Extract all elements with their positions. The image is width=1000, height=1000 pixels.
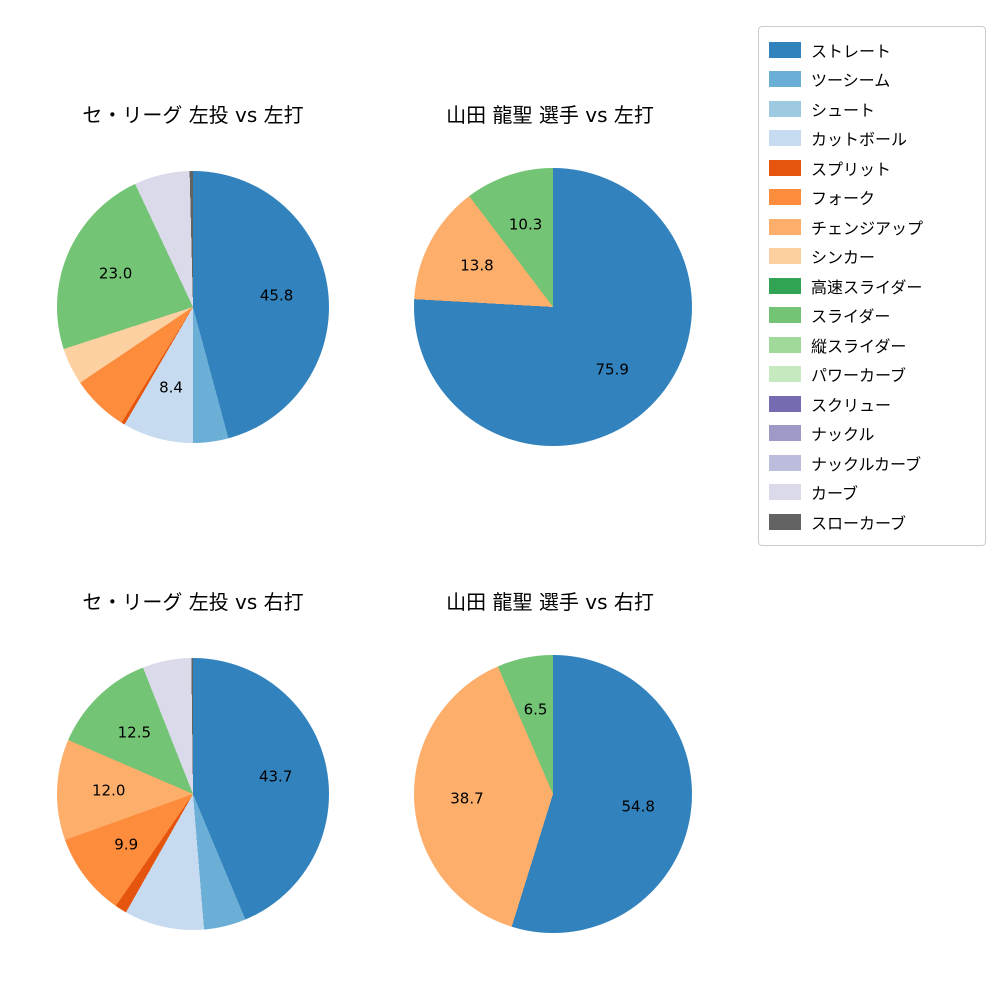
pie-value-label: 23.0: [98, 264, 133, 282]
pie-value-label: 9.9: [114, 835, 139, 854]
legend-item: ナックル: [769, 419, 975, 449]
pie-player-vs-rhb: 54.8 38.7 6.5: [414, 655, 692, 933]
legend-item-label: フォーク: [811, 189, 876, 209]
legend-swatch-icon: [769, 395, 801, 412]
legend-swatch-icon: [769, 41, 801, 58]
legend-item-label: ストレート: [811, 41, 892, 61]
legend-item: ツーシーム: [769, 65, 975, 95]
legend-swatch-icon: [769, 277, 801, 294]
legend-item-label: カーブ: [811, 484, 859, 504]
legend-item-label: スクリュー: [811, 395, 892, 415]
legend-swatch-icon: [769, 366, 801, 383]
pie-league-lhp-vs-rhb: 43.7 9.9 12.0 12.5: [57, 658, 329, 930]
pie-value-label: 6.5: [523, 700, 548, 719]
legend-swatch-icon: [769, 454, 801, 471]
legend-item-label: スローカーブ: [811, 513, 907, 533]
legend-item: 縦スライダー: [769, 330, 975, 360]
legend-item-label: シュート: [811, 100, 876, 120]
legend-swatch-icon: [769, 248, 801, 265]
legend-item: カットボール: [769, 124, 975, 154]
legend-item: パワーカーブ: [769, 360, 975, 390]
legend-item: シュート: [769, 94, 975, 124]
legend-swatch-icon: [769, 189, 801, 206]
legend-item: ストレート: [769, 35, 975, 65]
pie-value-label: 38.7: [450, 789, 484, 808]
pie-value-label: 10.3: [508, 215, 543, 234]
legend-item-label: チェンジアップ: [811, 218, 924, 238]
pie-value-label: 75.9: [595, 360, 629, 379]
legend-swatch-icon: [769, 100, 801, 117]
pie-player-vs-lhb: 75.9 13.8 10.3: [414, 168, 692, 446]
legend-item-label: ツーシーム: [811, 71, 891, 91]
pie-value-label: 45.8: [259, 286, 294, 305]
legend-item: スローカーブ: [769, 507, 975, 537]
legend-item: フォーク: [769, 183, 975, 213]
legend-swatch-icon: [769, 159, 801, 176]
chart-title-player-vs-lhb: 山田 龍聖 選手 vs 左打: [446, 103, 654, 127]
legend-item: スプリット: [769, 153, 975, 183]
legend-swatch-icon: [769, 71, 801, 88]
legend-swatch-icon: [769, 425, 801, 442]
pie-value-label: 12.5: [117, 723, 152, 742]
chart-title-player-vs-rhb: 山田 龍聖 選手 vs 右打: [446, 590, 654, 614]
legend-item: カーブ: [769, 478, 975, 508]
pitch-type-legend: ストレートツーシームシュートカットボール スプリットフォークチェンジアップ シンカー…: [758, 26, 986, 546]
legend-item-label: 縦スライダー: [811, 336, 907, 356]
legend-swatch-icon: [769, 513, 801, 530]
pie-value-label: 43.7: [258, 767, 293, 786]
legend-item: スライダー: [769, 301, 975, 331]
legend-item: スクリュー: [769, 389, 975, 419]
legend-swatch-icon: [769, 130, 801, 147]
legend-item-label: シンカー: [811, 248, 876, 268]
legend-item-label: ナックルカーブ: [811, 454, 922, 474]
pie-value-label: 8.4: [159, 378, 183, 397]
legend-swatch-icon: [769, 484, 801, 501]
pie-value-label: 13.8: [460, 256, 494, 275]
pie-league-lhp-vs-lhb: 45.8 8.4 23.0: [57, 171, 329, 443]
pie-value-label: 12.0: [92, 781, 126, 800]
legend-item-label: スプリット: [811, 159, 892, 179]
legend-swatch-icon: [769, 307, 801, 324]
legend-item: 高速スライダー: [769, 271, 975, 301]
legend-item-label: ナックル: [811, 425, 875, 445]
legend-swatch-icon: [769, 218, 801, 235]
legend-item-label: カットボール: [811, 130, 908, 150]
pie-value-label: 54.8: [621, 797, 655, 816]
chart-title-league-vs-rhb: セ・リーグ 左投 vs 右打: [82, 590, 304, 614]
legend-item: ナックルカーブ: [769, 448, 975, 478]
legend-swatch-icon: [769, 336, 801, 353]
chart-title-league-vs-lhb: セ・リーグ 左投 vs 左打: [82, 103, 304, 127]
legend-item-label: 高速スライダー: [811, 277, 923, 297]
legend-item: シンカー: [769, 242, 975, 272]
legend-item: チェンジアップ: [769, 212, 975, 242]
legend-item-label: パワーカーブ: [811, 366, 907, 386]
legend-item-label: スライダー: [811, 307, 891, 327]
